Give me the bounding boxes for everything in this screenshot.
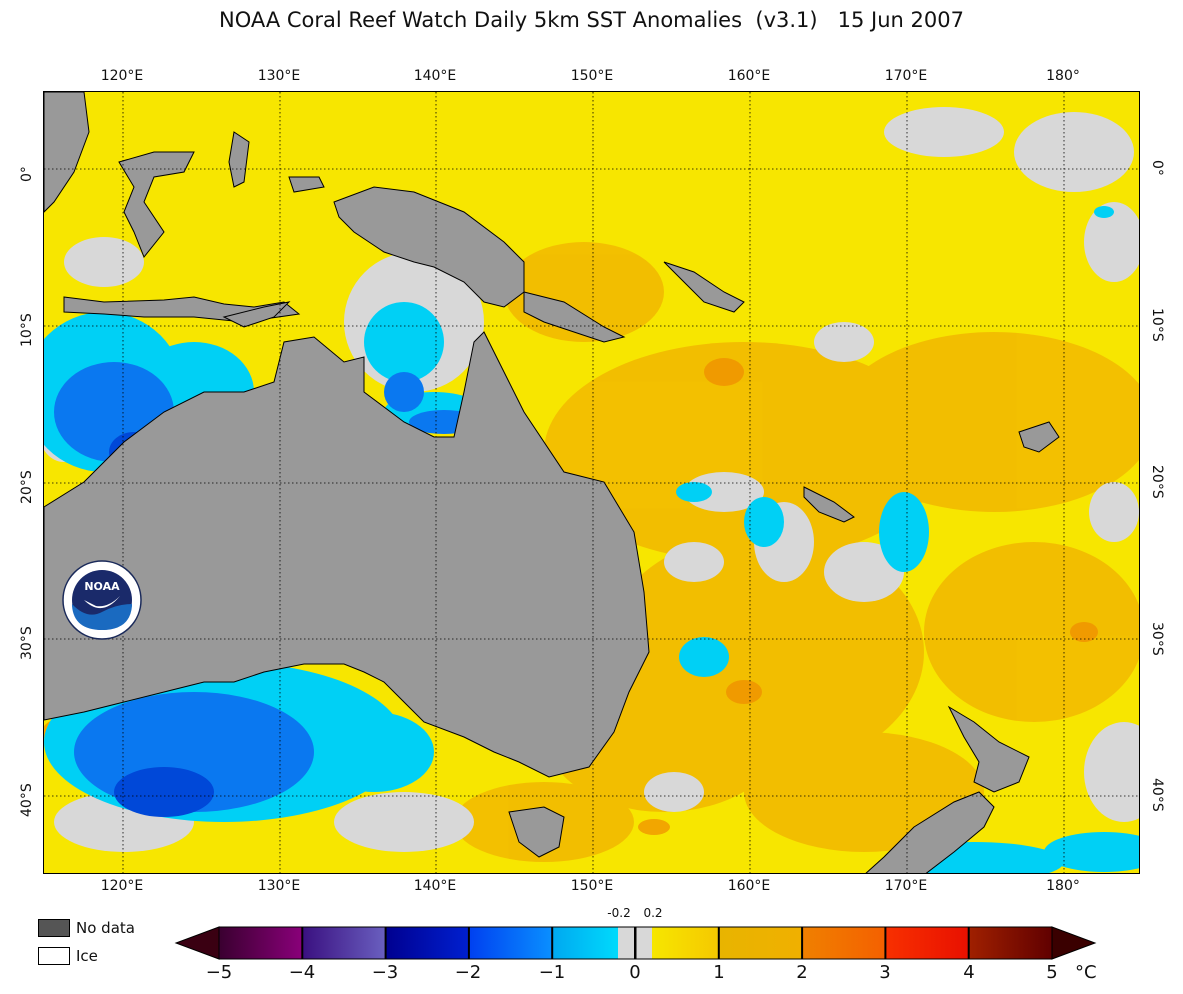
new-caledonia [803, 486, 855, 523]
colorbar-tick-label: −5 [205, 962, 233, 983]
colorbar-tick-label: 1 [713, 962, 725, 983]
colorbar-segment [635, 927, 720, 959]
no-data-ocean-patches [44, 107, 1139, 852]
colorbar-segments [219, 927, 1053, 959]
lon-tick-bottom: 120°E [100, 878, 144, 894]
land-masses [44, 92, 1060, 873]
colorbar-segment [219, 927, 303, 959]
lon-tick-bottom: 130°E [257, 878, 301, 894]
colorbar-segment [552, 927, 636, 959]
lat-tick-left: 30°S [19, 626, 35, 660]
sst-anomaly-map [43, 91, 1140, 874]
logo-text: NOAA [84, 580, 120, 593]
lat-tick-right: 40°S [1149, 778, 1165, 812]
lon-tick-top: 170°E [884, 68, 928, 84]
lat-tick-right: 0° [1149, 160, 1165, 176]
colorbar-segment [302, 927, 387, 959]
colorbar-segment [802, 927, 886, 959]
new-guinea-land [333, 186, 525, 308]
new-zealand-north [947, 705, 1030, 793]
colorbar-tick-label: −4 [288, 962, 316, 983]
new-guinea-tail [523, 291, 626, 343]
lat-tick-right: 30°S [1149, 622, 1165, 656]
colorbar-tick-label: 0 [629, 962, 641, 983]
colorbar-segment [718, 927, 803, 959]
colorbar-frame [218, 926, 1053, 960]
lon-tick-bottom: 170°E [884, 878, 928, 894]
lon-tick-bottom: 150°E [570, 878, 614, 894]
lat-tick-left: 10°S [19, 313, 35, 347]
halmahera-land [228, 131, 250, 188]
new-zealand-south [865, 791, 995, 873]
lon-tick-bottom: 140°E [413, 878, 457, 894]
seram-land [288, 176, 325, 193]
colorbar-tick-label: 5 [1046, 962, 1058, 983]
lat-tick-right: 20°S [1149, 465, 1165, 499]
colorbar-segment [885, 927, 970, 959]
colorbar-tick-label: 4 [963, 962, 975, 983]
map-canvas [44, 92, 1139, 873]
no-data-swatch [38, 919, 70, 937]
lon-tick-bottom: 180° [1046, 878, 1080, 894]
colorbar-tick-label: −1 [538, 962, 566, 983]
colorbar-small-label: -0.2 [607, 906, 631, 920]
colorbar-segment [968, 927, 1053, 959]
timor-land [222, 301, 291, 328]
ice-label: Ice [76, 947, 98, 965]
colorbar-unit: °C [1075, 962, 1097, 983]
colorbar-segment [385, 927, 470, 959]
lon-tick-bottom: 160°E [727, 878, 771, 894]
colorbar-high-arrow [1051, 926, 1097, 960]
map-title: NOAA Coral Reef Watch Daily 5km SST Anom… [219, 8, 964, 32]
fiji-islands [1018, 421, 1060, 453]
colorbar-tick-label: 2 [796, 962, 808, 983]
lon-tick-top: 140°E [413, 68, 457, 84]
colorbar-tick-label: −2 [454, 962, 482, 983]
tasmania-land [508, 806, 565, 858]
lat-tick-left: 0° [19, 166, 35, 182]
no-data-label: No data [76, 919, 135, 937]
graticule [44, 92, 1139, 873]
lat-tick-left: 40°S [19, 783, 35, 817]
lon-tick-top: 180° [1046, 68, 1080, 84]
sulawesi-land [118, 151, 195, 258]
ice-swatch [38, 947, 70, 965]
colorbar-neutral-band [618, 927, 652, 959]
lon-tick-top: 130°E [257, 68, 301, 84]
solomon-islands [663, 261, 745, 313]
legend-ice: Ice [38, 947, 98, 965]
colorbar-low-arrow [174, 926, 220, 960]
lon-tick-top: 150°E [570, 68, 614, 84]
colorbar-tick-label: −3 [371, 962, 399, 983]
noaa-logo: NOAA [62, 560, 142, 640]
lat-tick-right: 10°S [1149, 308, 1165, 342]
colorbar-segment [468, 927, 553, 959]
colorbar-small-label: 0.2 [643, 906, 663, 920]
legend-no-data: No data [38, 919, 135, 937]
lat-tick-left: 20°S [19, 470, 35, 504]
lon-tick-top: 120°E [100, 68, 144, 84]
australia-land [44, 331, 650, 778]
borneo-land [44, 92, 90, 213]
lon-tick-top: 160°E [727, 68, 771, 84]
colorbar-tick-label: 3 [879, 962, 891, 983]
